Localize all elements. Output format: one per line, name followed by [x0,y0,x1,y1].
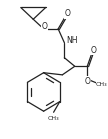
Text: O: O [84,77,90,86]
Text: O: O [91,46,96,55]
Text: CH₃: CH₃ [96,82,108,87]
Text: O: O [42,22,48,31]
Text: O: O [65,9,70,18]
Text: CH₃: CH₃ [48,116,59,121]
Text: NH: NH [66,36,77,45]
